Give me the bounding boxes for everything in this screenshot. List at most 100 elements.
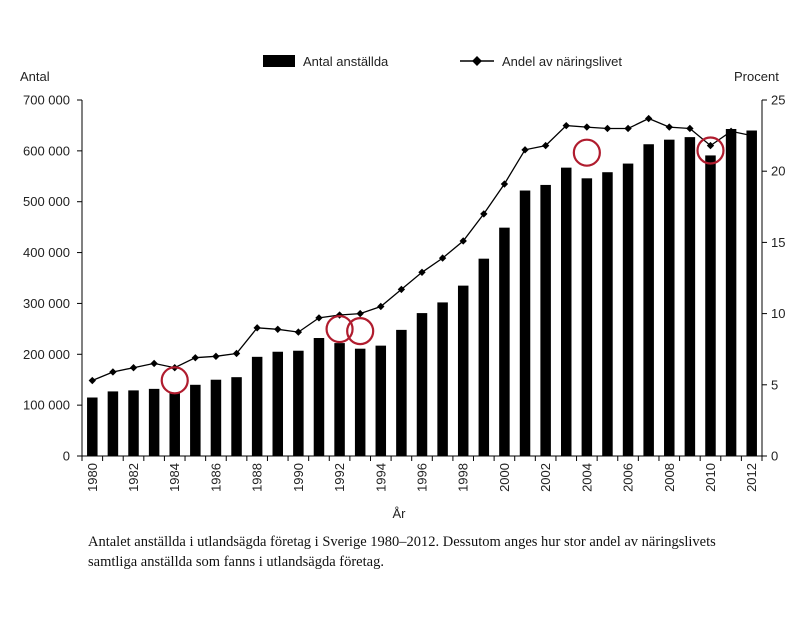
right-tick-label: 15 xyxy=(771,235,785,250)
bar-1985 xyxy=(190,384,201,456)
x-tick-label: 1992 xyxy=(332,463,347,492)
axes-group xyxy=(81,100,763,457)
share-point-2004 xyxy=(583,123,591,131)
left-tick-label: 300 000 xyxy=(23,296,70,311)
share-point-1986 xyxy=(212,352,220,360)
left-axis-title: Antal xyxy=(20,69,50,84)
x-tick-label: 1982 xyxy=(126,463,141,492)
share-point-2000 xyxy=(500,180,509,188)
legend-line-label: Andel av näringslivet xyxy=(502,54,622,69)
left-tick-label: 100 000 xyxy=(23,398,70,413)
bar-1992 xyxy=(334,343,345,456)
bar-1994 xyxy=(375,345,387,456)
right-tick-label: 10 xyxy=(771,306,785,321)
bar-1988 xyxy=(251,356,263,456)
bar-2010 xyxy=(705,155,716,457)
highlight-circles-group xyxy=(160,136,725,395)
bar-2001 xyxy=(519,190,531,457)
bar-1989 xyxy=(272,351,284,456)
right-axis-title: Procent xyxy=(734,69,779,84)
share-point-1994 xyxy=(377,302,385,311)
bar-1984 xyxy=(169,392,180,456)
share-point-2001 xyxy=(521,146,529,154)
share-point-1981 xyxy=(109,368,117,376)
bar-2004 xyxy=(581,178,593,456)
bar-1980 xyxy=(87,397,98,456)
x-ticks-group: 1980 1982 1984 1986 1988 1990 1992 1994 1996 1998… xyxy=(81,456,763,492)
bar-1986 xyxy=(210,379,222,456)
bar-2002 xyxy=(540,184,551,456)
bar-2012 xyxy=(746,130,757,456)
x-tick-label: 1990 xyxy=(291,463,306,492)
x-tick-label: 2008 xyxy=(662,463,677,492)
bar-2007 xyxy=(643,144,654,456)
bar-2009 xyxy=(684,137,696,456)
left-tick-label: 500 000 xyxy=(23,194,70,209)
left-tick-label: 0 xyxy=(63,449,70,464)
x-tick-label: 2006 xyxy=(621,463,636,492)
bar-1982 xyxy=(128,390,139,456)
right-tick-label: 5 xyxy=(771,377,778,392)
share-point-1989 xyxy=(274,325,282,333)
right-tick-label: 20 xyxy=(771,164,785,179)
bar-2011 xyxy=(725,128,737,456)
highlight-circle-2004 xyxy=(572,138,601,167)
left-tick-label: 700 000 xyxy=(23,93,70,108)
x-tick-label: 2004 xyxy=(579,463,594,492)
share-point-1996 xyxy=(418,268,426,276)
bar-1990 xyxy=(293,350,304,456)
bar-1997 xyxy=(437,302,448,456)
bar-1987 xyxy=(231,377,242,456)
highlight-circle-1993 xyxy=(346,317,375,346)
x-tick-label: 2002 xyxy=(538,463,553,492)
share-point-2005 xyxy=(603,124,612,133)
bar-2000 xyxy=(499,227,510,456)
right-tick-label: 25 xyxy=(771,93,785,108)
bar-1998 xyxy=(457,285,469,456)
share-point-1997 xyxy=(438,254,447,262)
bar-1996 xyxy=(416,313,428,456)
share-point-1991 xyxy=(315,314,323,322)
bar-1993 xyxy=(354,348,366,456)
share-point-1982 xyxy=(129,364,138,372)
bar-2006 xyxy=(622,163,634,457)
share-point-1988 xyxy=(253,324,261,332)
x-axis-title: År xyxy=(393,506,407,521)
bar-2008 xyxy=(664,139,675,456)
figure-caption: Antalet anställda i utlandsägda företag … xyxy=(88,534,716,570)
x-tick-label: 1980 xyxy=(85,463,100,492)
x-tick-label: 1994 xyxy=(373,463,388,492)
share-point-1980 xyxy=(88,376,96,385)
share-point-2003 xyxy=(562,121,570,130)
x-tick-label: 2012 xyxy=(744,463,759,492)
bar-2005 xyxy=(602,172,613,456)
share-point-1985 xyxy=(191,354,200,362)
left-tick-label: 200 000 xyxy=(23,347,70,362)
share-point-1995 xyxy=(397,285,406,294)
share-point-2011 xyxy=(727,127,735,136)
share-point-1990 xyxy=(294,328,303,336)
share-point-1993 xyxy=(356,309,364,318)
x-tick-label: 1986 xyxy=(208,463,223,492)
x-tick-label: 1988 xyxy=(250,463,265,492)
bar-1991 xyxy=(313,338,325,456)
bars-group xyxy=(87,128,757,457)
x-tick-label: 1996 xyxy=(415,463,430,492)
left-tick-label: 400 000 xyxy=(23,245,70,260)
share-point-2010 xyxy=(706,141,715,150)
bar-1995 xyxy=(396,329,407,456)
left-tick-label: 600 000 xyxy=(23,143,70,158)
legend-bar-label: Antal anställda xyxy=(303,54,389,69)
right-tick-label: 0 xyxy=(771,449,778,464)
legend-bar-swatch xyxy=(263,55,295,67)
x-tick-label: 2010 xyxy=(703,463,718,492)
legend-line-marker xyxy=(472,56,482,66)
x-tick-label: 1998 xyxy=(456,463,471,492)
highlight-circle-1984 xyxy=(160,366,189,395)
share-point-2008 xyxy=(665,123,673,131)
bar-2003 xyxy=(560,167,572,456)
legend: Antal anställda Andel av näringslivet xyxy=(263,54,622,69)
left-ticks-group: 0 100 000 200 000 300 000 400 000 500 000 600 … xyxy=(23,93,82,464)
x-tick-label: 1984 xyxy=(167,463,182,492)
